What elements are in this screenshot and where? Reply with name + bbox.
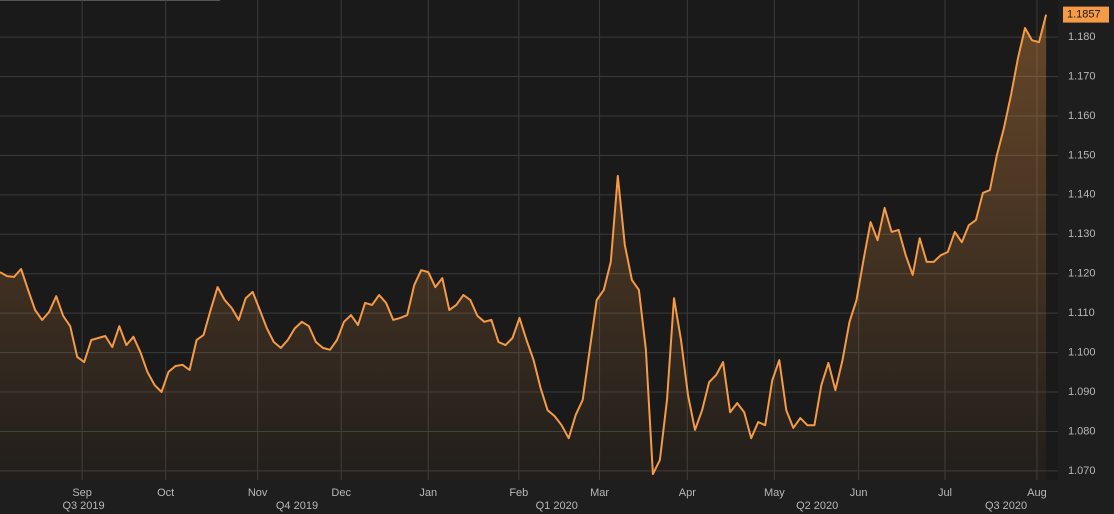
- x-tick-label: Jan: [419, 487, 437, 499]
- x-tick-label: Apr: [679, 487, 696, 499]
- last-value-box: [1063, 6, 1109, 23]
- quarter-label: Q2 2020: [796, 500, 838, 512]
- y-tick-label: 1.180: [1068, 31, 1096, 43]
- area: [0, 14, 1047, 480]
- x-tick-label: Nov: [248, 487, 268, 499]
- y-tick-label: 1.120: [1068, 268, 1096, 280]
- quarter-label: Q4 2019: [276, 500, 318, 512]
- y-tick-label: 1.170: [1068, 70, 1096, 82]
- y-tick-label: 1.130: [1068, 228, 1096, 240]
- x-tick-label: May: [764, 487, 785, 499]
- x-tick-label: Jun: [850, 487, 868, 499]
- x-tick-label: Jul: [938, 487, 952, 499]
- line: [0, 14, 1048, 476]
- x-tick-label: Oct: [157, 487, 174, 499]
- y-tick-label: 1.100: [1068, 347, 1096, 359]
- y-tick-label: 1.080: [1068, 425, 1096, 437]
- quarter-label: Q3 2020: [985, 500, 1027, 512]
- y-tick-label: 1.090: [1068, 386, 1096, 398]
- y-tick-label: 1.110: [1068, 307, 1095, 319]
- quarter-label: Q1 2020: [536, 500, 578, 512]
- y-tick-label: 1.160: [1068, 110, 1096, 122]
- quarter-label: Q3 2019: [62, 500, 104, 512]
- y-tick-label: 1.150: [1068, 149, 1096, 161]
- x-tick-label: Aug: [1027, 487, 1047, 499]
- y-tick-label: 1.070: [1068, 465, 1096, 477]
- x-tick-label: Dec: [331, 487, 351, 499]
- x-tick-label: Sep: [72, 487, 92, 499]
- last-value-label: 1.1857: [1067, 8, 1101, 20]
- x-tick-label: Feb: [509, 487, 528, 499]
- y-tick-label: 1.140: [1068, 189, 1096, 201]
- x-tick-label: Mar: [590, 487, 609, 499]
